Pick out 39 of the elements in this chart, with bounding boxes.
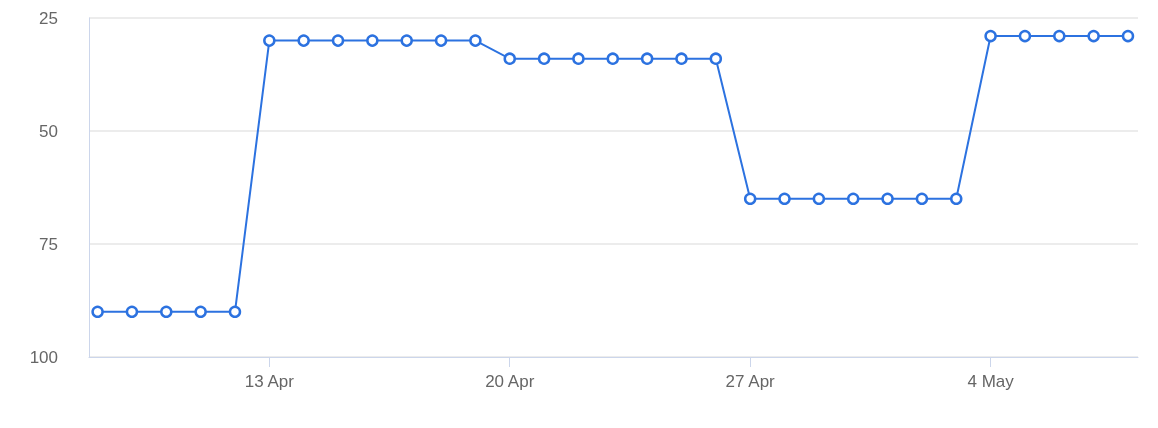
point (366, 34, 379, 47)
y-tick-label: 100 (29, 347, 58, 367)
y-tick-label: 50 (39, 121, 58, 141)
point (915, 192, 929, 206)
point (1018, 29, 1032, 43)
point (846, 192, 860, 206)
y-tick-label: 25 (39, 8, 58, 28)
point (194, 305, 207, 319)
point (606, 52, 620, 65)
point (400, 34, 413, 47)
point (1053, 29, 1066, 43)
point (1121, 29, 1135, 43)
point (263, 34, 276, 47)
x-tick-label: 13 Apr (244, 372, 295, 391)
x-tick-label: 27 Apr (725, 372, 776, 391)
point (537, 52, 551, 65)
point (881, 192, 894, 206)
point (503, 52, 516, 65)
x-tick-label: 20 Apr (485, 372, 535, 391)
point (984, 29, 997, 43)
point (743, 192, 757, 206)
point (572, 52, 585, 65)
point (331, 34, 345, 47)
point (640, 52, 654, 65)
point (778, 192, 791, 206)
point (709, 52, 723, 65)
point (1087, 29, 1100, 43)
point (91, 305, 104, 319)
x-tick-label: 4 May (967, 372, 1015, 391)
point (125, 305, 139, 319)
point (297, 34, 310, 47)
point (812, 192, 826, 206)
point (228, 305, 242, 319)
point (950, 192, 963, 206)
point (469, 34, 482, 47)
point (434, 34, 448, 47)
point (160, 305, 173, 319)
point (675, 52, 688, 65)
y-tick-label: 75 (39, 234, 58, 254)
